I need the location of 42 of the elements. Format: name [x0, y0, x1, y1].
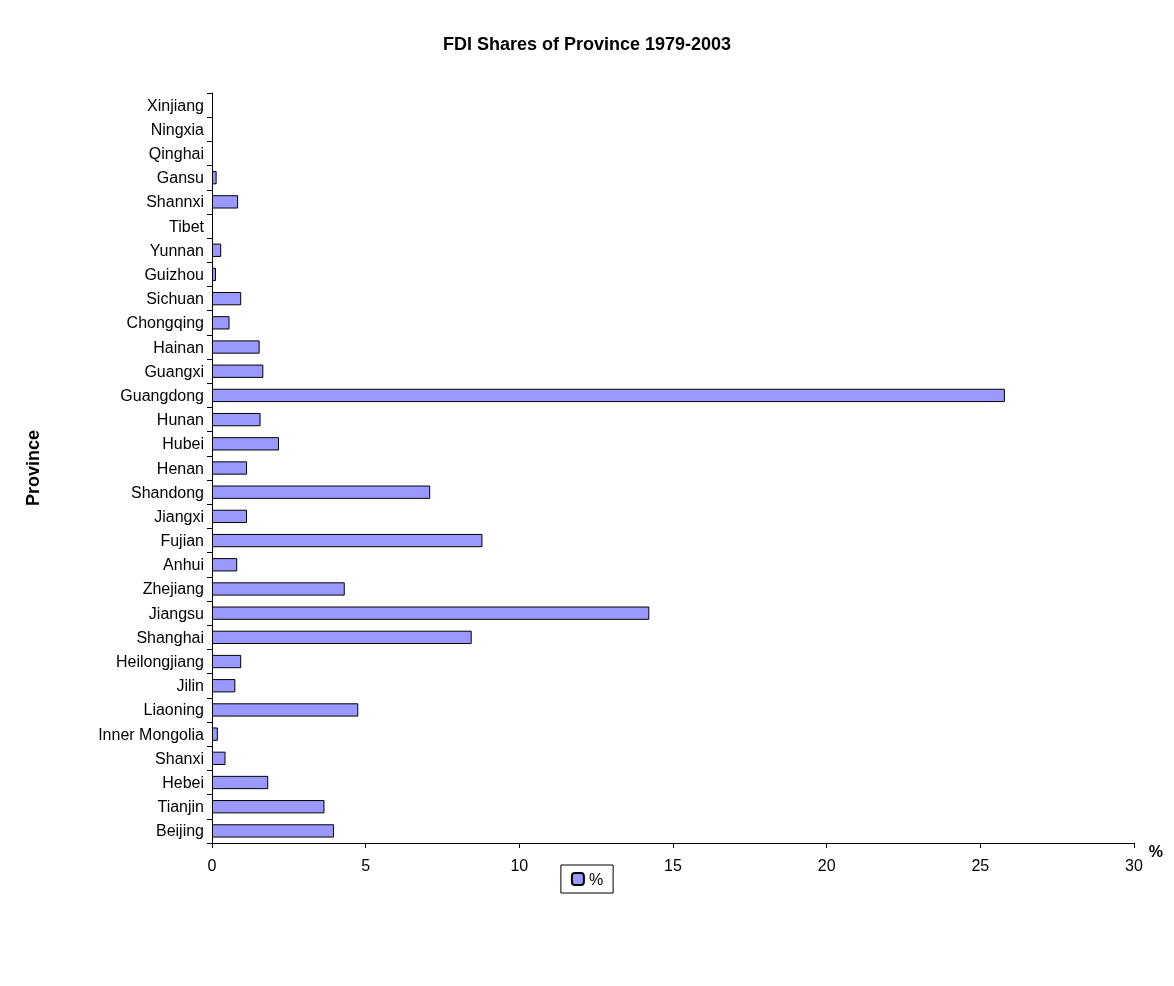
y-tick-label: Ningxia — [150, 120, 205, 138]
y-tick-label: Shanxi — [155, 749, 204, 767]
x-tick-label: 20 — [817, 856, 836, 874]
y-tick-label: Hunan — [156, 411, 204, 429]
y-tick-label: Shanghai — [136, 628, 204, 646]
y-tick-label: Xinjiang — [147, 96, 204, 114]
y-tick-label: Fujian — [160, 532, 204, 550]
y-tick-label: Jilin — [176, 677, 204, 695]
x-tick-label: 15 — [664, 856, 682, 874]
y-tick-label: Inner Mongolia — [98, 725, 205, 743]
x-tick-label: 25 — [971, 856, 990, 874]
x-tick-label: 30 — [1125, 856, 1143, 874]
y-tick-label: Henan — [156, 459, 204, 477]
y-tick-label: Liaoning — [143, 701, 204, 719]
y-tick-label: Hainan — [153, 338, 204, 356]
y-tick-label: Beijing — [155, 822, 204, 840]
y-tick-label: Heilongjiang — [115, 653, 204, 671]
x-axis-title: % — [1148, 842, 1163, 860]
y-tick-label: Guangxi — [144, 362, 204, 380]
y-tick-label: Zhejiang — [142, 580, 204, 598]
y-tick-label: Tianjin — [157, 798, 204, 816]
y-tick-label: Jiangxi — [154, 507, 204, 525]
y-tick-label: Hubei — [162, 435, 204, 453]
y-tick-label: Guizhou — [144, 265, 204, 283]
y-tick-label: Jiangsu — [148, 604, 204, 622]
x-tick-label: 10 — [510, 856, 529, 874]
y-tick-label: Anhui — [163, 556, 204, 574]
y-tick-label: Qinghai — [148, 144, 204, 162]
legend-label: % — [588, 870, 604, 888]
y-tick-label: Hebei — [162, 774, 204, 792]
y-tick-label: Shandong — [131, 483, 204, 501]
y-tick-label: Sichuan — [146, 290, 204, 308]
x-tick-label: 0 — [207, 856, 217, 874]
y-tick-label: Shannxi — [146, 193, 204, 211]
y-axis-title: Province — [23, 429, 43, 507]
chart-title: FDI Shares of Province 1979-2003 — [442, 34, 732, 54]
y-tick-label: Guangdong — [120, 386, 204, 404]
y-tick-label: Chongqing — [126, 314, 204, 332]
y-tick-label: Tibet — [169, 217, 205, 235]
y-tick-label: Gansu — [156, 169, 204, 187]
x-tick-label: 5 — [361, 856, 371, 874]
y-tick-label: Yunnan — [149, 241, 204, 259]
